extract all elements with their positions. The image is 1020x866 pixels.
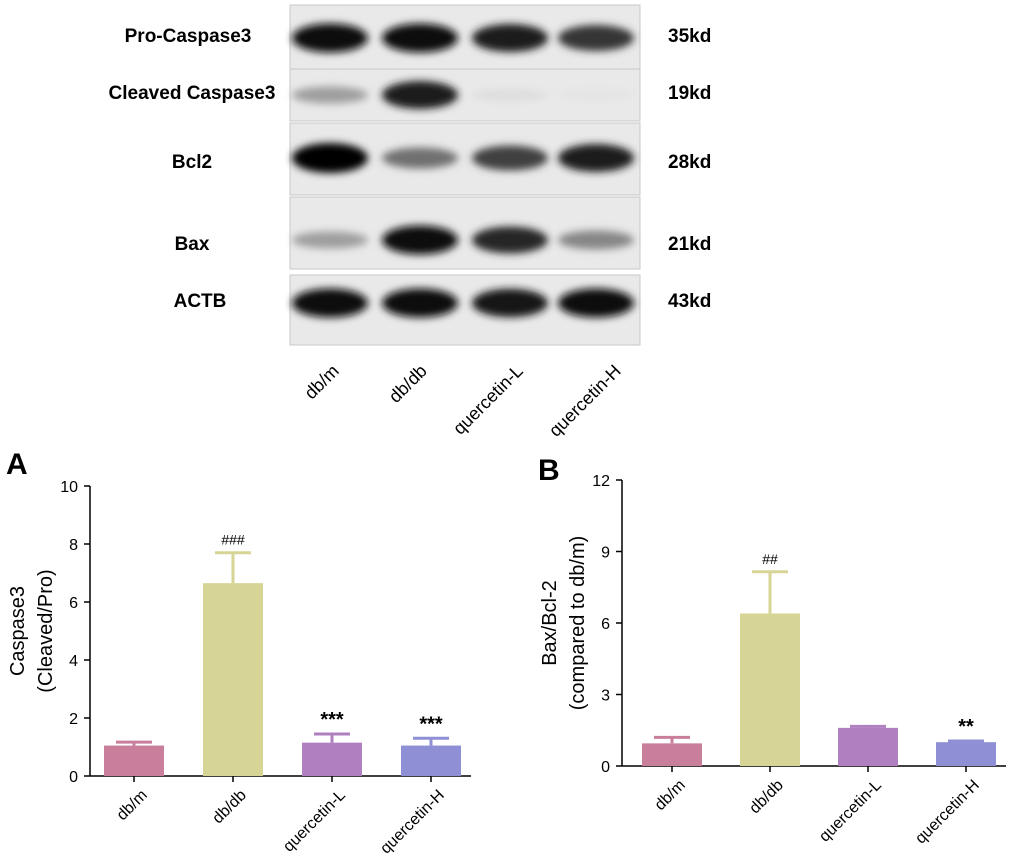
molecular-weight-label: 28kd	[668, 152, 711, 173]
bar	[936, 742, 996, 766]
blot-band	[292, 23, 368, 53]
y-tick-label: 4	[69, 653, 78, 670]
y-tick-label: 0	[601, 759, 610, 776]
protein-label: Cleaved Caspase3	[109, 83, 276, 104]
blot-band	[472, 226, 548, 254]
x-tick-label: quercetin-H	[377, 787, 448, 858]
y-tick-label: 0	[69, 769, 78, 786]
blot-band	[292, 231, 368, 249]
y-axis-title-line2: (Cleaved/Pro)	[35, 569, 57, 692]
x-tick-label: db/db	[209, 787, 249, 827]
y-tick-label: 8	[69, 537, 78, 554]
blot-band	[472, 288, 548, 318]
protein-label: Bax	[175, 234, 210, 255]
molecular-weight-label: 43kd	[668, 291, 711, 312]
molecular-weight-label: 21kd	[668, 234, 711, 255]
y-axis-title-line2: (compared to db/m)	[567, 536, 589, 711]
bar	[401, 745, 461, 776]
chart-a-caspase3: A 0 2 4 6 8 10 Caspase3 (Cleaved/Pro) db/m ### db/d…	[6, 448, 471, 858]
lane-group-label: db/db	[385, 361, 431, 407]
y-tick-label: 9	[601, 545, 610, 562]
significance-annotation: **	[958, 716, 974, 738]
y-tick-label: 10	[60, 479, 78, 496]
y-tick-label: 6	[601, 616, 610, 633]
bar	[740, 613, 800, 766]
molecular-weight-label: 19kd	[668, 83, 711, 104]
blot-band	[292, 288, 368, 318]
panel-label: A	[6, 448, 28, 481]
blot-band	[472, 145, 548, 171]
y-axis-title-line1: Bax/Bcl-2	[539, 580, 561, 666]
bar	[104, 745, 164, 776]
panel-label: B	[538, 454, 560, 487]
blot-band	[292, 86, 368, 104]
significance-annotation: ***	[320, 709, 344, 731]
blot-band	[558, 230, 634, 250]
bar	[838, 727, 898, 766]
protein-label: Pro-Caspase3	[125, 26, 252, 47]
lane-group-label: quercetin-L	[449, 361, 527, 439]
significance-annotation: ##	[762, 551, 778, 567]
y-tick-label: 2	[69, 711, 78, 728]
lane-group-label: db/m	[300, 361, 342, 403]
significance-annotation: ###	[221, 532, 245, 548]
blot-band	[382, 23, 458, 53]
western-blot-panel: Pro-Caspase3 35kd Cleaved Caspase3 19kd Bcl2…	[109, 4, 711, 441]
y-tick-label: 12	[592, 473, 610, 490]
chart-b-bax-bcl2: B 0 3 6 9 12 Bax/Bcl-2 (compared to db/m) db/m ##…	[538, 454, 1006, 848]
blot-band	[292, 143, 368, 173]
lane-group-label: quercetin-H	[545, 361, 625, 440]
x-tick-label: quercetin-L	[280, 787, 349, 856]
x-tick-label: db/m	[114, 787, 151, 824]
y-axis-title-line1: Caspase3	[7, 586, 29, 676]
y-tick-label: 6	[69, 595, 78, 612]
blot-band	[382, 147, 458, 169]
bar	[302, 742, 362, 776]
blot-band	[558, 144, 634, 172]
molecular-weight-label: 35kd	[668, 26, 711, 47]
protein-label: Bcl2	[172, 152, 212, 173]
blot-band	[382, 288, 458, 318]
bar	[203, 583, 263, 776]
significance-annotation: ***	[419, 713, 443, 735]
blot-band	[472, 89, 548, 101]
x-tick-label: db/db	[746, 777, 786, 817]
blot-band	[558, 288, 634, 318]
y-tick-label: 3	[601, 688, 610, 705]
blot-band	[558, 89, 634, 101]
blot-band	[382, 225, 458, 255]
protein-label: ACTB	[174, 291, 227, 312]
x-tick-label: quercetin-L	[816, 777, 885, 846]
bar	[642, 743, 702, 766]
x-tick-label: db/m	[652, 777, 689, 814]
blot-band	[558, 25, 634, 51]
blot-band	[382, 81, 458, 109]
blot-band	[472, 24, 548, 52]
x-tick-label: quercetin-H	[912, 777, 983, 848]
western-blot-figure: Pro-Caspase3 35kd Cleaved Caspase3 19kd Bcl2…	[109, 4, 711, 441]
